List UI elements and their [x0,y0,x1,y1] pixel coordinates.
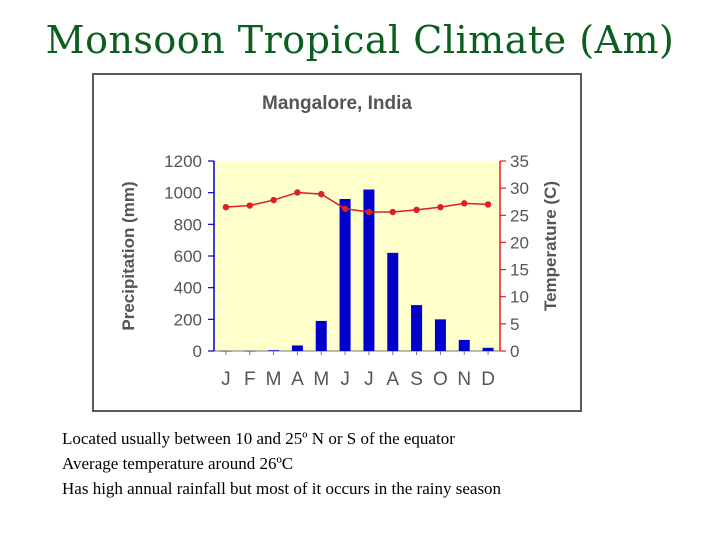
x-tick-label: A [386,369,399,390]
bullet-3: Has high annual rainfall but most of it … [62,479,502,498]
precip-bar [339,199,351,351]
precip-bar [411,305,423,351]
temperature-point [437,203,444,211]
temperature-point [318,190,325,198]
temperature-point [341,205,349,212]
slide-title: Monsoon Tropical Climate (Am) [45,18,675,62]
x-tick-label: D [481,369,495,390]
bullet-1: Located usually between 10 and 25º N or … [62,429,455,448]
right-tick-label: 10 [510,288,529,307]
left-tick-label: 0 [193,342,202,361]
x-tick-label: F [244,369,256,390]
right-tick-label: 30 [510,179,529,198]
right-tick-label: 15 [510,261,529,280]
precip-bar [315,320,327,351]
plot-area [214,161,500,351]
temperature-point [270,196,277,204]
climate-chart: Mangalore, India020040060080010001200Pre… [119,93,560,390]
left-tick-label: 800 [174,215,202,234]
right-axis-label: Temperature (C) [541,181,560,311]
precip-bar [434,319,446,351]
temperature-point [365,208,373,216]
temperature-point [246,202,253,209]
precip-bar [482,347,494,351]
temperature-line [225,191,489,213]
temperature-point [484,201,492,208]
precip-bar [458,339,470,351]
bullet-list: Located usually between 10 and 25º N or … [62,426,501,501]
chart-title: Mangalore, India [262,93,412,114]
x-tick-label: O [433,369,448,390]
left-tick-label: 1000 [164,184,202,203]
left-tick-label: 200 [174,310,202,329]
temperature-point [389,208,396,216]
temperature-point [461,200,468,207]
x-tick-label: M [266,369,282,390]
precip-bar [268,350,280,351]
temperature-point [294,189,301,196]
left-tick-label: 600 [174,247,202,266]
x-tick-label: A [291,369,304,390]
precip-bar [363,189,375,351]
right-tick-label: 0 [510,342,519,361]
x-tick-label: J [364,369,374,390]
x-tick-label: N [457,369,471,390]
right-tick-label: 25 [510,206,529,225]
precip-bar [387,252,399,351]
left-axis-label: Precipitation (mm) [119,181,138,330]
bullet-2: Average temperature around 26ºC [62,454,294,473]
temperature-point [413,206,420,214]
chart-frame: Mangalore, India 0 200 400 600 800 1000 1200 Pre… [92,73,582,412]
left-tick-label: 1200 [164,152,202,171]
x-tick-label: S [410,369,423,390]
x-tick-label: J [340,369,350,390]
x-tick-label: M [313,369,329,390]
x-tick-label: J [221,369,231,390]
right-tick-label: 5 [510,315,519,334]
right-tick-label: 20 [510,233,529,252]
left-tick-label: 400 [174,279,202,298]
precip-bar [291,345,303,351]
right-tick-label: 35 [510,152,529,171]
temperature-point [222,203,230,211]
